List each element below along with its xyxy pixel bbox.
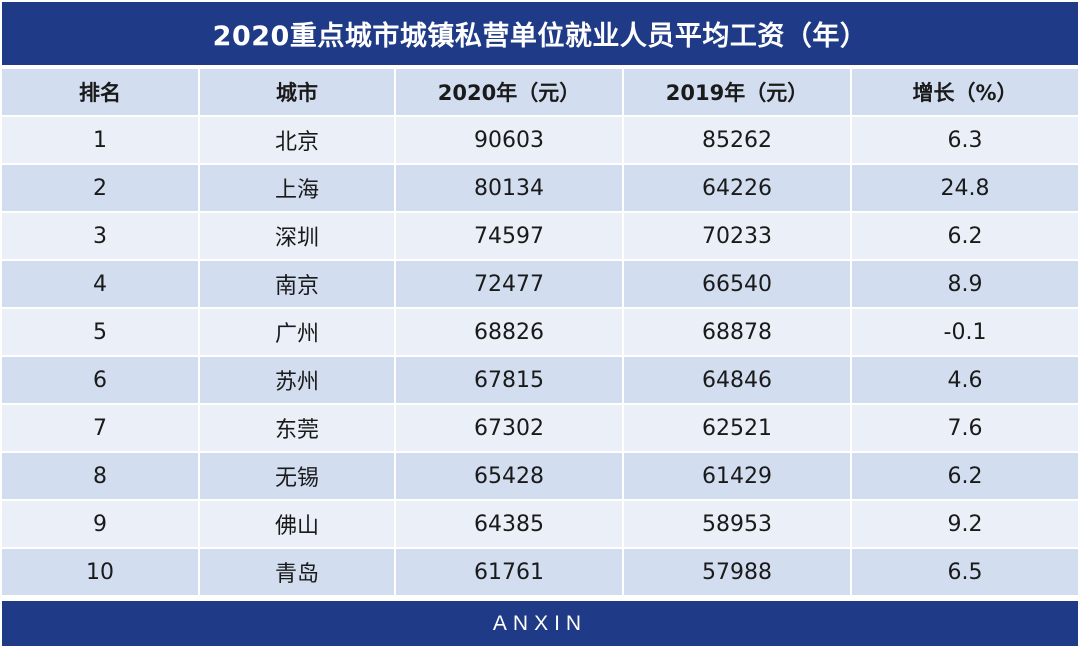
rank-cell: 8	[2, 453, 200, 501]
rank-cell: 9	[2, 501, 200, 549]
rank-cell: 6	[2, 357, 200, 405]
growth-cell: 7.6	[852, 405, 1078, 453]
city-cell: 青岛	[200, 549, 396, 597]
table-row: 4 南京 72477 66540 8.9	[2, 261, 1078, 309]
growth-cell: 6.3	[852, 117, 1078, 165]
city-cell: 深圳	[200, 213, 396, 261]
table-title: 2020重点城市城镇私营单位就业人员平均工资（年）	[2, 2, 1078, 65]
city-cell: 上海	[200, 165, 396, 213]
growth-cell: 6.2	[852, 453, 1078, 501]
city-cell: 苏州	[200, 357, 396, 405]
city-cell: 广州	[200, 309, 396, 357]
salary-2020-cell: 68826	[396, 309, 624, 357]
city-cell: 东莞	[200, 405, 396, 453]
table-row: 5 广州 68826 68878 -0.1	[2, 309, 1078, 357]
growth-cell: 6.5	[852, 549, 1078, 597]
rank-cell: 1	[2, 117, 200, 165]
rank-cell: 7	[2, 405, 200, 453]
rank-cell: 5	[2, 309, 200, 357]
city-cell: 无锡	[200, 453, 396, 501]
header-rank: 排名	[2, 69, 200, 117]
salary-2019-cell: 61429	[624, 453, 852, 501]
salary-2020-cell: 74597	[396, 213, 624, 261]
header-city: 城市	[200, 69, 396, 117]
table-row: 1 北京 90603 85262 6.3	[2, 117, 1078, 165]
salary-2020-cell: 65428	[396, 453, 624, 501]
salary-2019-cell: 70233	[624, 213, 852, 261]
salary-2019-cell: 85262	[624, 117, 852, 165]
growth-cell: 8.9	[852, 261, 1078, 309]
table-row: 7 东莞 67302 62521 7.6	[2, 405, 1078, 453]
table-row: 10 青岛 61761 57988 6.5	[2, 549, 1078, 597]
growth-cell: 6.2	[852, 213, 1078, 261]
growth-cell: 9.2	[852, 501, 1078, 549]
salary-2019-cell: 62521	[624, 405, 852, 453]
salary-2020-cell: 61761	[396, 549, 624, 597]
header-row: 排名 城市 2020年（元） 2019年（元） 增长（%）	[2, 69, 1078, 117]
header-2019-salary: 2019年（元）	[624, 69, 852, 117]
table-row: 9 佛山 64385 58953 9.2	[2, 501, 1078, 549]
city-cell: 佛山	[200, 501, 396, 549]
salary-2019-cell: 68878	[624, 309, 852, 357]
footer-brand: ANXIN	[2, 601, 1078, 646]
salary-2019-cell: 58953	[624, 501, 852, 549]
city-cell: 北京	[200, 117, 396, 165]
salary-2020-cell: 67302	[396, 405, 624, 453]
table-body: 1 北京 90603 85262 6.3 2 上海 80134 64226 24.8 3 深圳 7459…	[2, 117, 1078, 597]
header-growth: 增长（%）	[852, 69, 1078, 117]
salary-2019-cell: 64226	[624, 165, 852, 213]
growth-cell: 4.6	[852, 357, 1078, 405]
growth-cell: 24.8	[852, 165, 1078, 213]
salary-table: 排名 城市 2020年（元） 2019年（元） 增长（%） 1 北京 90603 85…	[2, 69, 1078, 597]
table-row: 6 苏州 67815 64846 4.6	[2, 357, 1078, 405]
rank-cell: 3	[2, 213, 200, 261]
salary-2019-cell: 66540	[624, 261, 852, 309]
salary-2020-cell: 90603	[396, 117, 624, 165]
salary-2020-cell: 64385	[396, 501, 624, 549]
salary-2020-cell: 80134	[396, 165, 624, 213]
rank-cell: 2	[2, 165, 200, 213]
header-2020-salary: 2020年（元）	[396, 69, 624, 117]
table-row: 3 深圳 74597 70233 6.2	[2, 213, 1078, 261]
salary-2020-cell: 67815	[396, 357, 624, 405]
salary-2019-cell: 57988	[624, 549, 852, 597]
salary-2020-cell: 72477	[396, 261, 624, 309]
rank-cell: 4	[2, 261, 200, 309]
rank-cell: 10	[2, 549, 200, 597]
city-cell: 南京	[200, 261, 396, 309]
table-row: 2 上海 80134 64226 24.8	[2, 165, 1078, 213]
growth-cell: -0.1	[852, 309, 1078, 357]
table-row: 8 无锡 65428 61429 6.2	[2, 453, 1078, 501]
salary-2019-cell: 64846	[624, 357, 852, 405]
